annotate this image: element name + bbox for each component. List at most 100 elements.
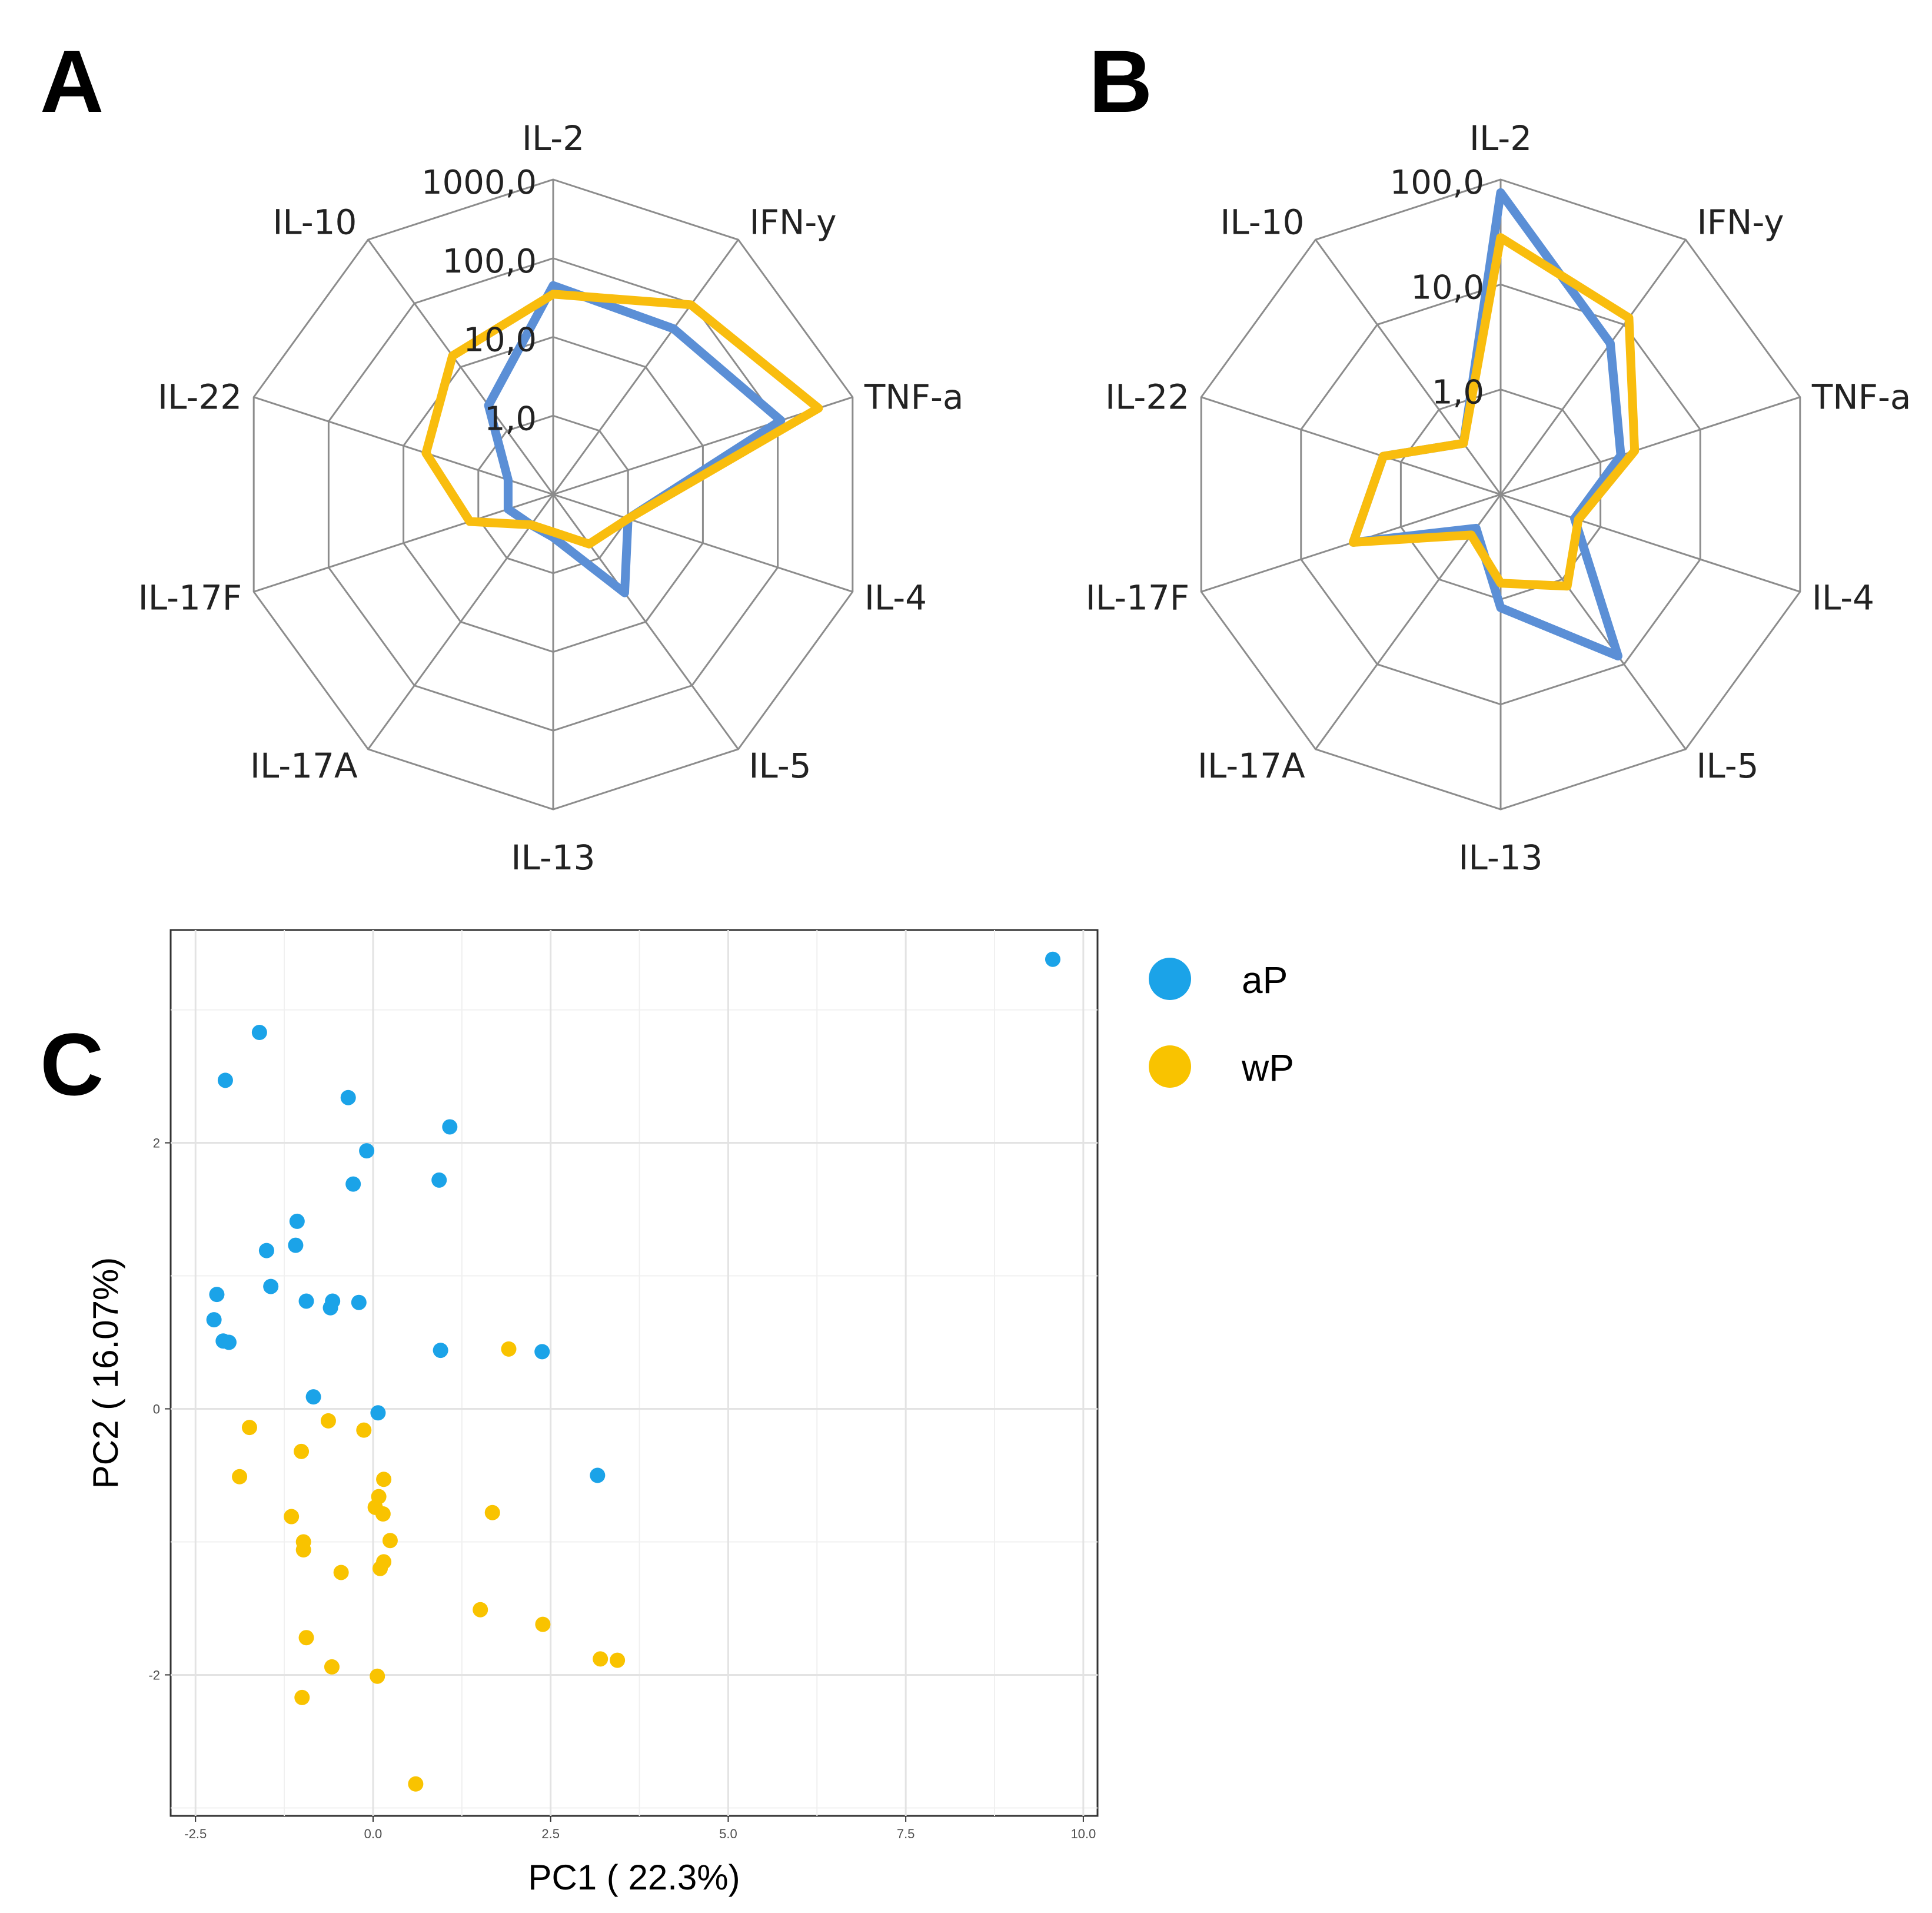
radar-spoke xyxy=(367,494,554,750)
scatter-point-wp xyxy=(324,1659,340,1675)
data-points xyxy=(206,951,1060,1792)
x-tick-label: 2.5 xyxy=(541,1826,560,1841)
scatter-point-ap xyxy=(206,1312,222,1328)
radar-series-ap xyxy=(484,281,786,597)
panel-label-b: B xyxy=(1089,32,1152,131)
scatter-point-wp xyxy=(333,1565,349,1580)
legend-marker-ap xyxy=(1149,958,1191,1000)
scatter-point-wp xyxy=(382,1533,398,1549)
scatter-point-ap xyxy=(251,1025,267,1041)
radar-spoke xyxy=(552,239,739,495)
x-tick-label: 5.0 xyxy=(719,1826,737,1841)
radar-axis-label: IL-10 xyxy=(1220,202,1304,242)
scatter-point-ap xyxy=(289,1213,305,1229)
scatter-point-wp xyxy=(376,1472,392,1487)
radar-spoke xyxy=(553,493,853,593)
radar-axis-label: IL-17A xyxy=(250,746,358,786)
radar-spoke xyxy=(552,494,739,750)
legend: aP wP xyxy=(1149,958,1294,1089)
radar-tick-label: 1,0 xyxy=(484,400,537,438)
scatter-point-wp xyxy=(593,1651,608,1667)
legend-label-ap: aP xyxy=(1242,959,1288,1001)
scatter-point-wp xyxy=(373,1560,388,1576)
x-tick-label: 10.0 xyxy=(1070,1826,1096,1841)
scatter-point-wp xyxy=(294,1689,310,1705)
scatter-point-wp xyxy=(241,1420,257,1436)
radar-series-ap xyxy=(1348,188,1625,661)
radar-axis-label: IL-22 xyxy=(158,377,242,417)
radar-axis-label: IL-2 xyxy=(1469,118,1532,158)
scatter-point-wp xyxy=(501,1341,517,1357)
scatter-point-ap xyxy=(217,1072,233,1088)
scatter-point-ap xyxy=(298,1293,314,1309)
y-axis-title: PC2 ( 16.07%) xyxy=(86,1257,125,1489)
scatter-point-ap xyxy=(288,1237,304,1253)
scatter-point-ap xyxy=(359,1143,375,1159)
scatter-point-ap xyxy=(351,1294,367,1310)
scatter-point-wp xyxy=(484,1505,500,1520)
x-axis-title: PC1 ( 22.3%) xyxy=(528,1858,740,1897)
scatter-point-wp xyxy=(232,1469,248,1484)
radar-axis-label: IL-17A xyxy=(1198,746,1305,786)
radar-spoke xyxy=(1201,396,1501,496)
radar-axis-label: IL-4 xyxy=(1812,577,1874,617)
radar-axis-label: IL-5 xyxy=(1696,746,1758,786)
axis-ticks: -2.5 0.0 2.5 5.0 7.5 10.0 -2 0 2 xyxy=(148,1136,1096,1841)
scatter-point-wp xyxy=(375,1506,391,1522)
radar-axis-label: IFN-y xyxy=(750,202,837,242)
x-tick-label: -2.5 xyxy=(184,1826,207,1841)
radar-axis-label: IL-5 xyxy=(749,746,811,786)
radar-tick-label: 100,0 xyxy=(1390,164,1484,202)
scatter-point-ap xyxy=(1045,951,1060,967)
scatter-point-wp xyxy=(408,1776,424,1792)
scatter-point-ap xyxy=(442,1119,458,1135)
radar-tick-label: 10,0 xyxy=(1411,268,1484,307)
pca-scatter-chart: -2.5 0.0 2.5 5.0 7.5 10.0 -2 0 2 PC1 ( 22.3%) PC… xyxy=(86,929,1099,1897)
radar-axis-label: TNF-a xyxy=(1811,377,1911,417)
scatter-point-ap xyxy=(433,1343,448,1359)
radar-axis-label: IL-4 xyxy=(864,577,927,617)
scatter-point-ap xyxy=(322,1300,338,1316)
radar-axis-label: IL-17F xyxy=(138,577,242,617)
legend-marker-wp xyxy=(1149,1045,1191,1088)
radar-tick-label: 1000,0 xyxy=(421,164,537,202)
radar-axis-label: IL-22 xyxy=(1105,377,1189,417)
scatter-point-ap xyxy=(590,1467,606,1483)
radar-axis-label: IL-2 xyxy=(522,118,584,158)
radar-spoke xyxy=(1500,493,1801,593)
radar-series-wp xyxy=(1348,233,1640,591)
radar-axis-label: IL-13 xyxy=(1458,838,1542,878)
radar-tick-label: 10,0 xyxy=(463,321,537,360)
radar-spoke xyxy=(1315,239,1502,495)
scatter-point-wp xyxy=(320,1413,336,1429)
radar-spoke xyxy=(1499,239,1687,495)
scatter-point-ap xyxy=(305,1389,321,1405)
radar-spoke xyxy=(253,493,554,593)
scatter-point-wp xyxy=(535,1616,551,1632)
panel-label-a: A xyxy=(40,32,104,131)
x-tick-label: 7.5 xyxy=(897,1826,915,1841)
radar-tick-label: 1,0 xyxy=(1432,374,1484,412)
y-tick-label: 2 xyxy=(153,1136,160,1151)
radar-spoke xyxy=(1499,494,1687,750)
scatter-point-ap xyxy=(431,1172,447,1188)
scatter-point-ap xyxy=(263,1278,279,1294)
radar-axis-label: TNF-a xyxy=(864,377,964,417)
panel-label-c: C xyxy=(40,1015,104,1114)
scatter-point-ap xyxy=(221,1334,237,1350)
scatter-point-ap xyxy=(345,1176,361,1192)
scatter-point-wp xyxy=(294,1443,310,1459)
scatter-point-wp xyxy=(356,1422,372,1438)
y-tick-label: 0 xyxy=(153,1402,160,1417)
scatter-point-wp xyxy=(610,1652,626,1668)
scatter-point-wp xyxy=(298,1630,314,1646)
scatter-point-wp xyxy=(295,1542,311,1558)
y-tick-label: -2 xyxy=(148,1668,160,1682)
radar-axis-label: IL-13 xyxy=(511,838,595,878)
radar-axis-label: IL-10 xyxy=(272,202,357,242)
x-tick-label: 0.0 xyxy=(364,1826,383,1841)
scatter-point-wp xyxy=(370,1668,385,1684)
scatter-point-ap xyxy=(340,1090,356,1105)
radar-series-wp xyxy=(421,290,823,549)
scatter-point-ap xyxy=(258,1243,274,1258)
